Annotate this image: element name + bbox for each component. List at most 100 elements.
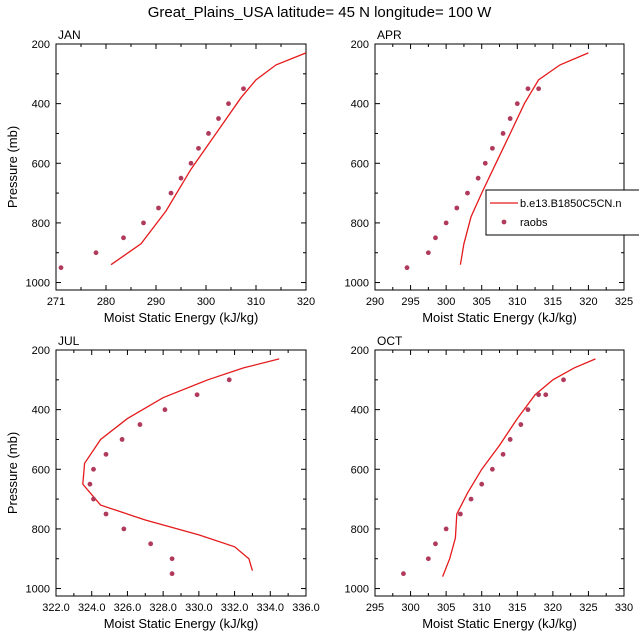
raobs-point	[148, 541, 154, 547]
x-axis-label: Moist Static Energy (kJ/kg)	[422, 616, 577, 631]
raobs-point	[443, 220, 449, 226]
plot-frame	[55, 349, 307, 597]
raobs-point	[91, 466, 96, 472]
raobs-point	[121, 235, 126, 241]
x-tick-label: 300	[437, 296, 455, 308]
raobs-point	[443, 526, 449, 532]
raobs-point	[87, 481, 93, 487]
raobs-point	[196, 145, 201, 151]
y-tick-label: 1000	[345, 584, 369, 596]
x-tick-label: 310	[247, 296, 265, 308]
y-tick-label: 400	[32, 405, 50, 417]
raobs-point	[241, 86, 246, 92]
model-line	[110, 52, 306, 266]
panel-label: JAN	[58, 28, 81, 42]
raobs-point	[457, 511, 463, 517]
raobs-point	[500, 131, 506, 136]
raobs-point	[500, 451, 506, 457]
y-tick-label: 1000	[26, 584, 50, 596]
legend-obs-label: raobs	[520, 217, 548, 229]
x-tick-label: 295	[366, 602, 384, 614]
raobs-point	[121, 526, 127, 532]
raobs-point	[103, 451, 109, 457]
panel-label: JUL	[58, 334, 80, 348]
x-tick-label: 334.0	[257, 602, 285, 614]
y-tick-label: 400	[351, 405, 369, 417]
raobs-point	[141, 220, 146, 226]
x-tick-label: 315	[544, 296, 562, 308]
raobs-point	[162, 407, 168, 413]
plot-frame	[374, 43, 625, 291]
raobs-point	[425, 556, 431, 562]
raobs-point	[536, 392, 542, 398]
raobs-point	[465, 190, 470, 196]
raobs-point	[514, 101, 520, 107]
y-tick-label: 200	[351, 39, 369, 51]
raobs-point	[169, 556, 175, 562]
x-tick-label: 336.0	[292, 602, 320, 614]
raobs-point	[91, 496, 96, 502]
x-tick-label: 320	[297, 296, 315, 308]
panel-apr: APR 290 295 300 305 310 315 320 325 200 400 600 800 1…	[345, 28, 634, 325]
y-tick-label: 600	[351, 464, 369, 476]
plot-frame	[374, 349, 625, 597]
raobs-point	[507, 116, 513, 121]
raobs-point	[103, 511, 109, 517]
raobs-point	[543, 392, 549, 398]
y-tick-label: 600	[32, 464, 50, 476]
x-tick-label: 332.0	[221, 602, 249, 614]
x-tick-label: 290	[147, 296, 165, 308]
x-tick-label: 320	[579, 296, 597, 308]
x-axis-label: Moist Static Energy (kJ/kg)	[104, 616, 259, 631]
x-tick-label: 305	[473, 296, 491, 308]
panel-label: OCT	[377, 334, 403, 348]
raobs-point	[156, 205, 161, 211]
x-axis-label: Moist Static Energy (kJ/kg)	[104, 310, 259, 325]
raobs-point	[58, 265, 64, 271]
legend-model-label: b.e13.B1850C5CN.n	[520, 198, 622, 210]
y-tick-label: 200	[351, 345, 369, 357]
raobs-point	[188, 160, 194, 166]
panels-container: JAN 271 280 290 300 310 320 200 400 600 800 1000 Moi…	[5, 28, 633, 631]
x-tick-label: 305	[437, 602, 455, 614]
x-tick-label: 320	[544, 602, 562, 614]
raobs-point	[425, 250, 431, 256]
raobs-point	[206, 131, 211, 136]
model-line	[82, 358, 280, 571]
legend-obs-swatch	[501, 219, 507, 225]
x-tick-label: 330	[615, 602, 633, 614]
y-tick-label: 800	[32, 524, 50, 536]
raobs-point	[93, 250, 99, 256]
panel-jan: JAN 271 280 290 300 310 320 200 400 600 800 1000 Moi…	[5, 28, 315, 325]
x-tick-label: 295	[401, 296, 419, 308]
raobs-point	[479, 481, 485, 487]
raobs-point	[561, 377, 566, 383]
x-axis-label: Moist Static Energy (kJ/kg)	[422, 310, 577, 325]
y-tick-label: 800	[32, 218, 50, 230]
raobs-point	[507, 437, 513, 442]
y-tick-label: 200	[32, 345, 50, 357]
y-tick-label: 600	[351, 158, 369, 170]
y-tick-label: 200	[32, 39, 50, 51]
raobs-point	[119, 437, 125, 442]
x-tick-label: 325	[615, 296, 633, 308]
model-line	[441, 358, 596, 577]
panel-label: APR	[377, 28, 402, 42]
raobs-point	[525, 407, 531, 413]
raobs-point	[433, 235, 438, 241]
y-tick-label: 800	[351, 524, 369, 536]
raobs-point	[226, 101, 231, 107]
raobs-point	[468, 496, 474, 502]
y-axis-label: Pressure (mb)	[5, 126, 20, 208]
x-tick-label: 310	[473, 602, 491, 614]
raobs-point	[489, 466, 495, 472]
x-tick-label: 280	[97, 296, 115, 308]
raobs-point	[525, 86, 531, 92]
raobs-point	[454, 205, 460, 211]
raobs-point	[518, 422, 524, 427]
raobs-point	[137, 422, 143, 427]
y-tick-label: 800	[351, 218, 369, 230]
y-tick-label: 400	[351, 99, 369, 111]
raobs-point	[178, 175, 184, 181]
raobs-point	[536, 86, 542, 92]
